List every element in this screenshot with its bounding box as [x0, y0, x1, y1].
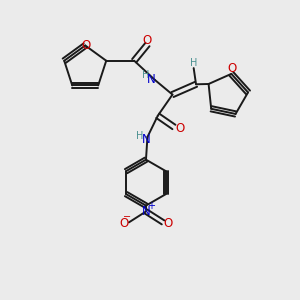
Text: O: O: [81, 39, 90, 52]
Text: N: N: [147, 74, 156, 86]
Text: H: H: [142, 70, 149, 80]
Text: O: O: [227, 62, 237, 75]
Text: H: H: [190, 58, 197, 68]
Text: O: O: [119, 218, 128, 230]
Text: N: N: [142, 205, 150, 218]
Text: +: +: [147, 202, 155, 212]
Text: O: O: [164, 218, 173, 230]
Text: −: −: [123, 212, 131, 222]
Text: O: O: [143, 34, 152, 46]
Text: N: N: [142, 133, 150, 146]
Text: H: H: [136, 130, 143, 140]
Text: O: O: [176, 122, 185, 135]
